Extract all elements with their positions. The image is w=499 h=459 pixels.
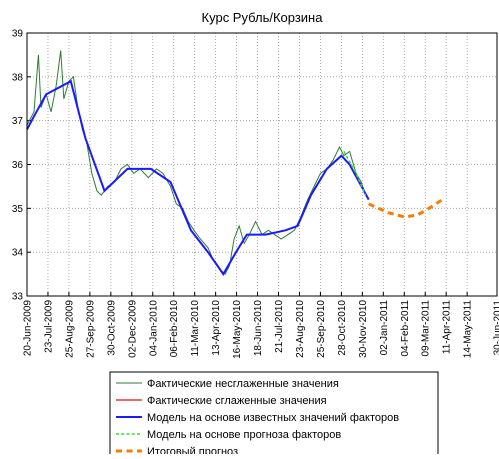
x-tick-label: 30-Oct-2009	[106, 300, 117, 356]
x-tick-label: 06-Feb-2010	[169, 300, 180, 358]
x-tick-label: 11-Apr-2011	[442, 300, 453, 355]
y-tick-label: 34	[12, 248, 24, 259]
x-tick-label: 09-Mar-2011	[421, 300, 432, 357]
x-tick-label: 25-Sep-2010	[316, 300, 327, 358]
x-tick-label: 30-Nov-2010	[358, 300, 369, 358]
x-tick-label: 16-May-2010	[232, 300, 243, 359]
x-tick-label: 13-Apr-2010	[211, 300, 222, 356]
x-tick-label: 14-May-2011	[463, 300, 474, 359]
x-tick-label: 21-Jul-2010	[274, 300, 285, 353]
x-tick-label: 30-Jun-2011	[493, 300, 499, 356]
x-tick-label: 04-Jan-2010	[148, 300, 159, 357]
y-tick-label: 39	[12, 29, 24, 40]
x-tick-label: 27-Sep-2009	[85, 300, 96, 358]
legend-label: Фактические сглаженные значения	[147, 395, 327, 407]
x-tick-label: 11-Mar-2010	[190, 300, 201, 357]
x-tick-label: 20-Jun-2009	[23, 300, 34, 357]
x-tick-label: 25-Aug-2009	[64, 300, 75, 358]
x-tick-label: 23-Aug-2010	[295, 300, 306, 358]
legend-label: Модель на основе известных значений факт…	[147, 412, 399, 424]
x-tick-label: 02-Jan-2011	[379, 300, 390, 356]
chart-title: Курс Рубль/Корзина	[202, 10, 324, 25]
legend-label: Фактические несглаженные значения	[147, 378, 339, 390]
x-tick-label: 02-Dec-2009	[127, 300, 138, 358]
legend-label: Модель на основе прогноза факторов	[147, 429, 341, 441]
x-tick-label: 04-Feb-2011	[400, 300, 411, 357]
y-tick-label: 37	[12, 116, 24, 127]
legend-label: Итоговый прогноз	[147, 446, 238, 454]
y-tick-label: 35	[12, 204, 24, 215]
x-tick-label: 23-Jul-2009	[43, 300, 54, 353]
y-tick-label: 36	[12, 160, 24, 171]
x-tick-label: 18-Jun-2010	[253, 300, 264, 357]
y-tick-label: 38	[12, 72, 24, 83]
x-tick-label: 28-Oct-2010	[337, 300, 348, 356]
